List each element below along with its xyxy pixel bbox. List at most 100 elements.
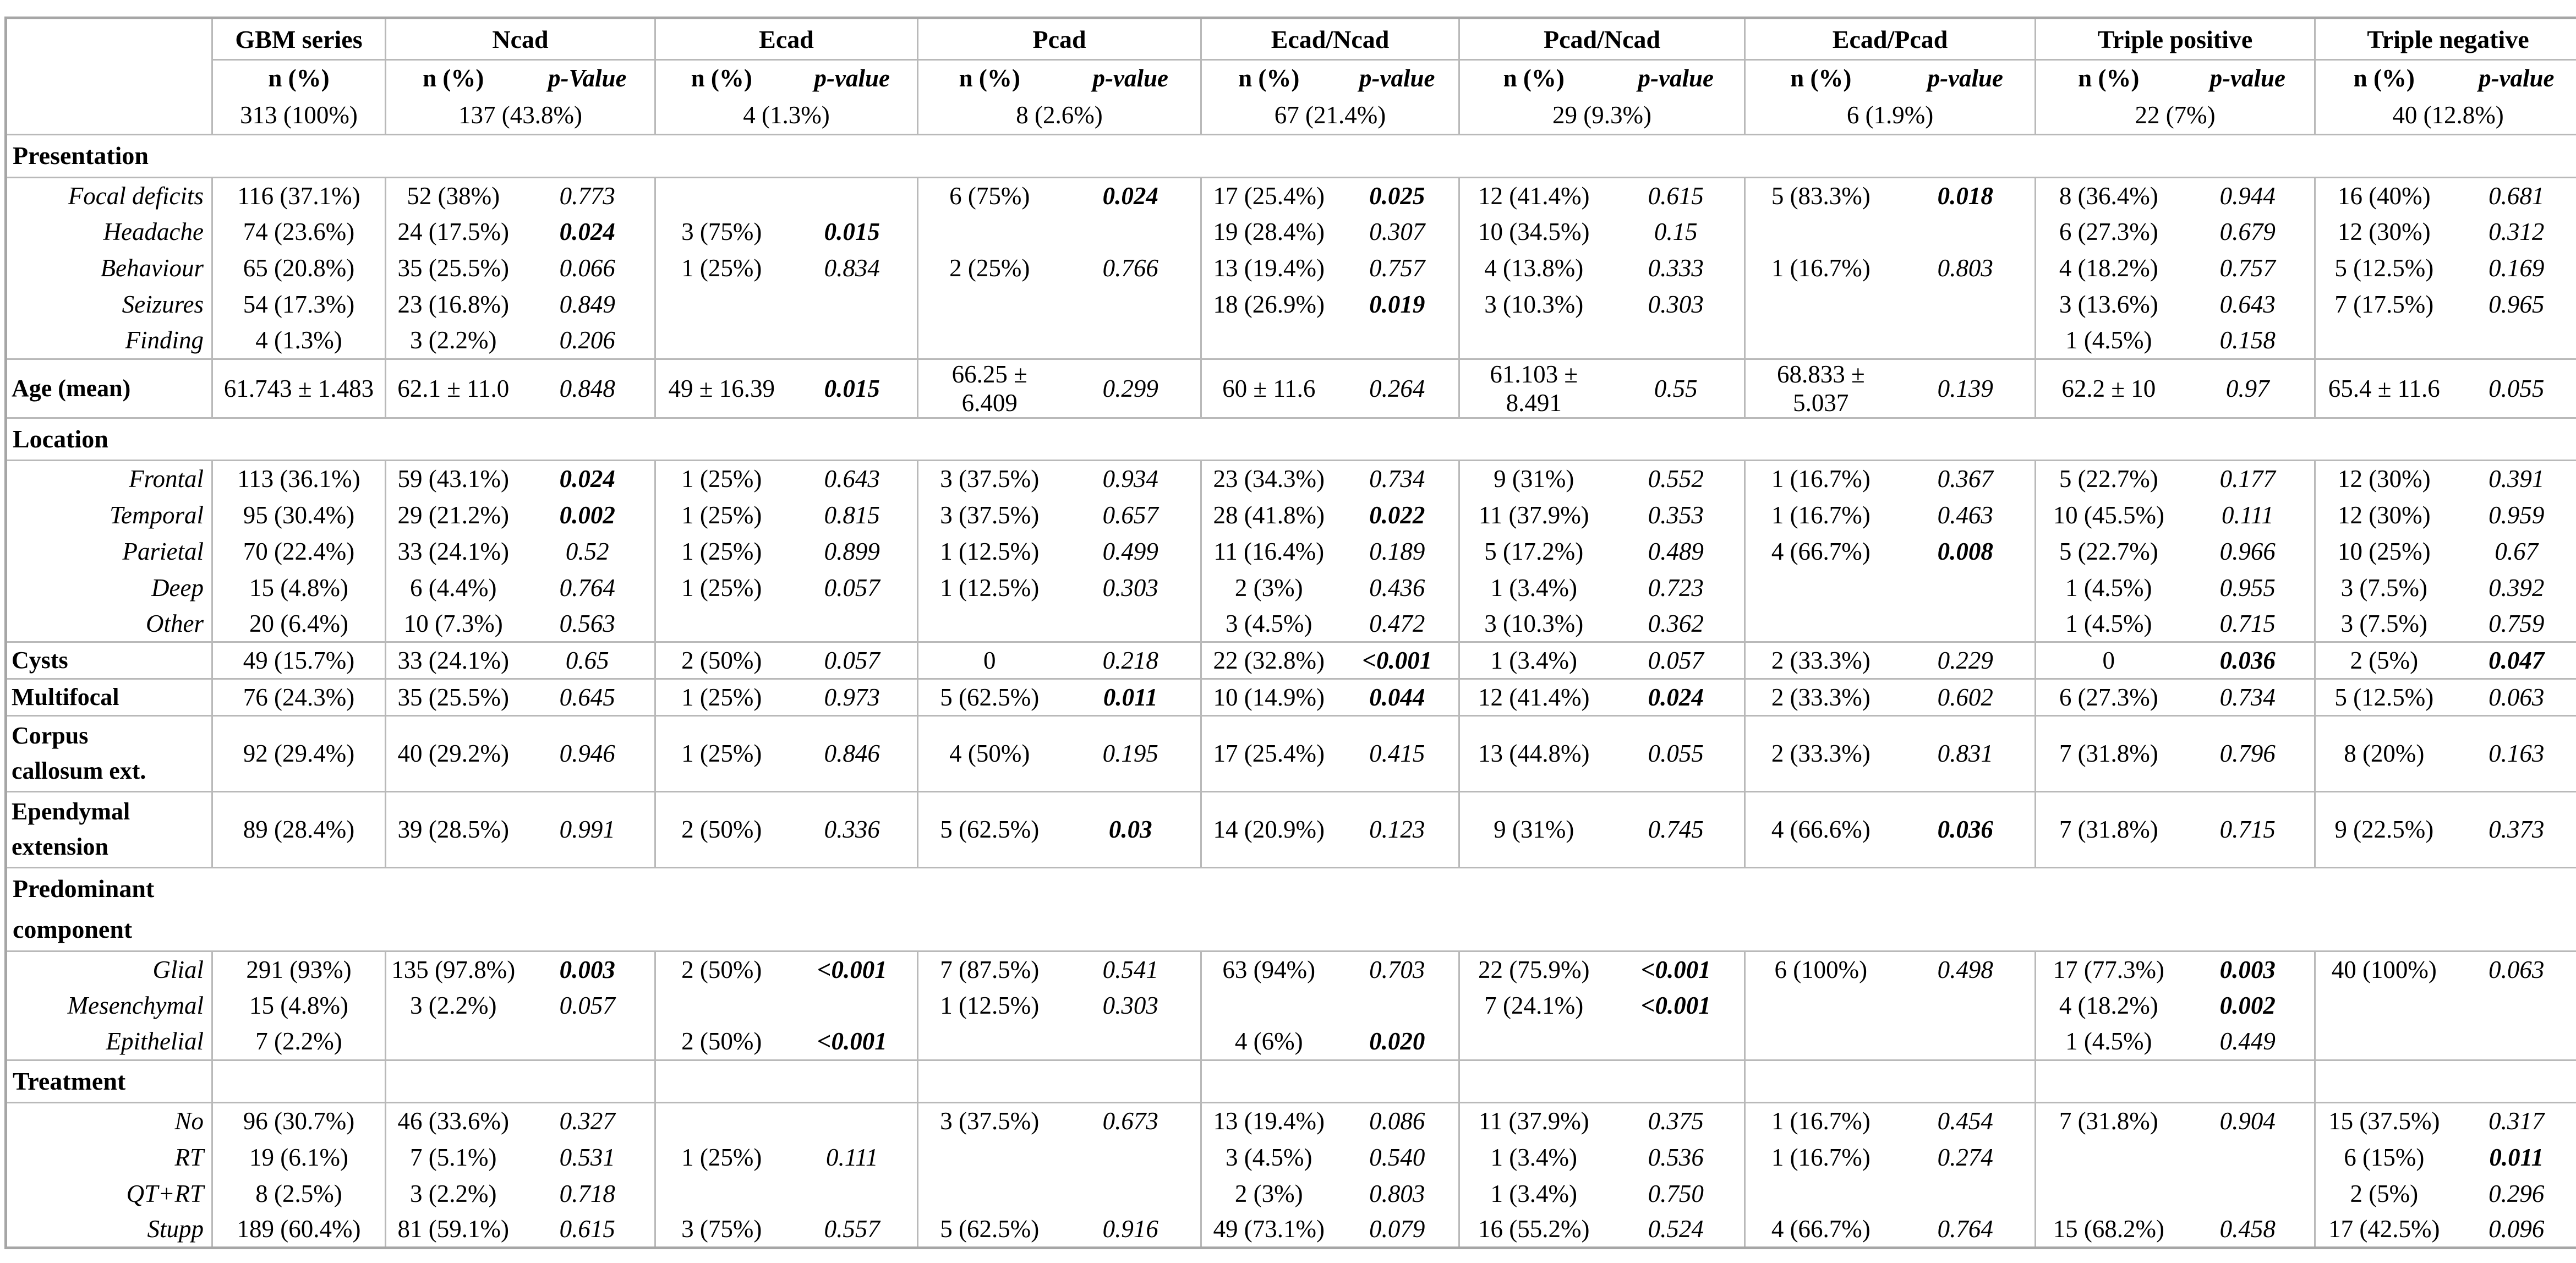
cell-glial-gbm-series-n: 291 (93%) — [211, 951, 386, 988]
cell-temporal-gbm-series-n: 95 (30.4%) — [211, 496, 386, 533]
row-label-glial: Glial — [152, 955, 204, 983]
row-label-epithelial: Epithelial — [6, 1024, 212, 1061]
cell-other-ecad-ncad-p: 0.472 — [1336, 605, 1459, 643]
cell-rt-ecad-pcad-p: 0.274 — [1937, 1143, 1993, 1171]
cell-headache-ecad-n: 3 (75%) — [654, 214, 787, 250]
row-other: Other 20 (6.4%) 10 (7.3%) 0.563 3 (4.5%) 0.47… — [6, 605, 2576, 643]
cell-parietal-ncad-p: 0.52 — [565, 537, 609, 565]
cell-focal-deficits-ecad-pcad-n: 5 (83.3%) — [1744, 177, 1896, 214]
cell-multifocal-ecad-pcad-n: 2 (33.3%) — [1744, 679, 1896, 717]
subheader-p-pcad-ncad: p-value — [1638, 64, 1714, 92]
cell-deep-triple-positive-n: 1 (4.5%) — [2034, 569, 2181, 606]
cell-multifocal-triple-positive-p: 0.734 — [2181, 679, 2315, 717]
cell-other-ncad-p: 0.563 — [520, 605, 655, 643]
cell-multifocal-triple-negative-n: 5 (12.5%) — [2314, 679, 2453, 717]
cell-glial-ecad-n: 2 (50%) — [654, 951, 787, 988]
cell-multifocal-ecad-p: 0.973 — [787, 679, 918, 717]
subheader-n-pcad-ncad: n (%) — [1458, 59, 1608, 96]
cell-glial-ecad-p: <0.001 — [817, 955, 887, 983]
cell-qt-rt-ncad-n: 3 (2.2%) — [385, 1175, 521, 1212]
cell-finding-triple-negative-p — [2452, 322, 2576, 360]
row-deep: Deep 15 (4.8%) 6 (4.4%) 0.764 1 (25%) 0.057 1 … — [6, 569, 2576, 606]
cell-corpus-callosum-ext-ncad-p: 0.946 — [520, 715, 655, 792]
cell-behaviour-pcad-ncad-n: 4 (13.8%) — [1458, 250, 1608, 287]
cell-multifocal-triple-negative-p: 0.063 — [2452, 679, 2576, 717]
cell-stupp-triple-negative-p: 0.096 — [2489, 1215, 2545, 1243]
cell-frontal-pcad-ncad-p: 0.552 — [1648, 465, 1704, 493]
cell-epithelial-ecad-n: 2 (50%) — [654, 1024, 787, 1061]
cell-cysts-ecad-p: 0.057 — [787, 642, 918, 680]
row-label-temporal: Temporal — [110, 501, 204, 529]
cell-mesenchymal-pcad-ncad-n: 7 (24.1%) — [1458, 987, 1608, 1024]
row-multifocal: Multifocal 76 (24.3%) 35 (25.5%) 0.645 1 (25… — [6, 679, 2576, 717]
cell-corpus-callosum-ext-ecad-pcad-n: 2 (33.3%) — [1744, 715, 1896, 792]
cell-rt-ecad-n: 1 (25%) — [654, 1139, 787, 1175]
cell-other-triple-negative-n: 3 (7.5%) — [2314, 605, 2453, 643]
cell-seizures-triple-negative-n: 7 (17.5%) — [2314, 286, 2453, 323]
cell-qt-rt-triple-positive-p — [2181, 1175, 2315, 1212]
cell-multifocal-pcad-ncad-p: 0.024 — [1607, 679, 1745, 717]
cell-frontal-ncad-n: 59 (43.1%) — [385, 460, 521, 497]
col-header-triple-positive: Triple positive — [2034, 18, 2315, 61]
cell-finding-ecad-pcad-p — [1896, 322, 2036, 360]
cell-no-pcad-n: 3 (37.5%) — [917, 1102, 1061, 1139]
cell-mesenchymal-ecad-pcad-p — [1896, 987, 2036, 1024]
cell-frontal-triple-positive-n: 5 (22.7%) — [2034, 460, 2181, 497]
cell-cysts-ncad-p: 0.65 — [520, 642, 655, 680]
cell-ependymal-extension-triple-positive-p: 0.715 — [2181, 791, 2315, 868]
cell-rt-gbm-series-n: 19 (6.1%) — [211, 1139, 386, 1175]
band-cell-gbm-series — [211, 1060, 386, 1104]
row-predominant-component: Predominant component — [6, 867, 2576, 952]
cell-behaviour-triple-positive-n: 4 (18.2%) — [2034, 250, 2181, 287]
row-mesenchymal: Mesenchymal 15 (4.8%) 3 (2.2%) 0.057 1 (12.5… — [6, 987, 2576, 1024]
cell-other-triple-positive-p: 0.715 — [2181, 605, 2315, 643]
cell-cysts-triple-positive-p: 0.036 — [2181, 642, 2315, 680]
cell-cysts-pcad-p: 0.218 — [1060, 642, 1201, 680]
cell-mesenchymal-triple-negative-n — [2314, 987, 2453, 1024]
subheader-n-gbm-series: n (%) — [211, 59, 386, 96]
row-label-qt-rt: QT+RT — [126, 1179, 204, 1207]
cell-no-triple-positive-n: 7 (31.8%) — [2034, 1102, 2181, 1139]
cell-finding-triple-positive-n: 1 (4.5%) — [2034, 322, 2181, 360]
cell-multifocal-gbm-series-n: 76 (24.3%) — [211, 679, 386, 717]
cell-glial-triple-positive-p: 0.003 — [2219, 955, 2276, 983]
cell-headache-ncad-n: 24 (17.5%) — [385, 214, 521, 250]
row-parietal: Parietal 70 (22.4%) 33 (24.1%) 0.52 1 (25%) 0… — [6, 533, 2576, 570]
cell-multifocal-ecad-ncad-n: 10 (14.9%) — [1200, 679, 1336, 717]
row-label-behaviour: Behaviour — [100, 254, 204, 282]
subheader-p-triple-negative: p-value — [2479, 64, 2555, 92]
cell-age-mean-ecad-p: 0.015 — [787, 359, 918, 419]
cell-focal-deficits-pcad-n: 6 (75%) — [917, 177, 1061, 214]
cell-temporal-pcad-ncad-p: 0.353 — [1648, 501, 1704, 529]
row-label-parietal: Parietal — [122, 537, 204, 565]
cell-qt-rt-ecad-p — [787, 1175, 918, 1212]
cell-glial-ncad-p: 0.003 — [559, 955, 615, 983]
cell-no-ecad-n — [654, 1102, 787, 1139]
cell-deep-ecad-ncad-p: 0.436 — [1369, 573, 1425, 602]
cell-temporal-ecad-n: 1 (25%) — [654, 496, 787, 533]
cell-rt-ecad-ncad-n: 3 (4.5%) — [1200, 1139, 1336, 1175]
cell-behaviour-pcad-ncad-p: 0.333 — [1648, 254, 1704, 282]
cell-other-ecad-ncad-n: 3 (4.5%) — [1200, 605, 1336, 643]
cell-rt-ncad-p: 0.531 — [559, 1143, 615, 1171]
cell-deep-triple-negative-n: 3 (7.5%) — [2314, 569, 2453, 606]
cell-frontal-pcad-p: 0.934 — [1102, 465, 1158, 493]
cell-ependymal-extension-triple-negative-n: 9 (22.5%) — [2314, 791, 2453, 868]
cell-parietal-pcad-ncad-p: 0.489 — [1648, 537, 1704, 565]
cell-headache-ecad-p: 0.015 — [824, 218, 880, 246]
cell-cysts-pcad-ncad-p: 0.057 — [1607, 642, 1745, 680]
cell-temporal-triple-positive-p: 0.111 — [2222, 501, 2274, 529]
cell-corpus-callosum-ext-ecad-ncad-n: 17 (25.4%) — [1200, 715, 1336, 792]
row-label-multifocal: Multifocal — [6, 679, 212, 717]
cell-glial-pcad-ncad-n: 22 (75.9%) — [1458, 951, 1608, 988]
band-cell-ncad — [384, 1060, 655, 1104]
row-cysts: Cysts 49 (15.7%) 33 (24.1%) 0.65 2 (50%) 0.05… — [6, 642, 2576, 680]
cell-no-ecad-ncad-n: 13 (19.4%) — [1200, 1102, 1336, 1139]
cell-frontal-ecad-p: 0.643 — [824, 465, 880, 493]
cell-glial-ecad-pcad-n: 6 (100%) — [1744, 951, 1896, 988]
cell-other-gbm-series-n: 20 (6.4%) — [211, 605, 386, 643]
cell-no-ecad-pcad-p: 0.454 — [1937, 1107, 1993, 1135]
cell-frontal-ecad-ncad-p: 0.734 — [1369, 465, 1425, 493]
cell-seizures-pcad-ncad-n: 3 (10.3%) — [1458, 286, 1608, 323]
cell-multifocal-triple-positive-n: 6 (27.3%) — [2034, 679, 2181, 717]
